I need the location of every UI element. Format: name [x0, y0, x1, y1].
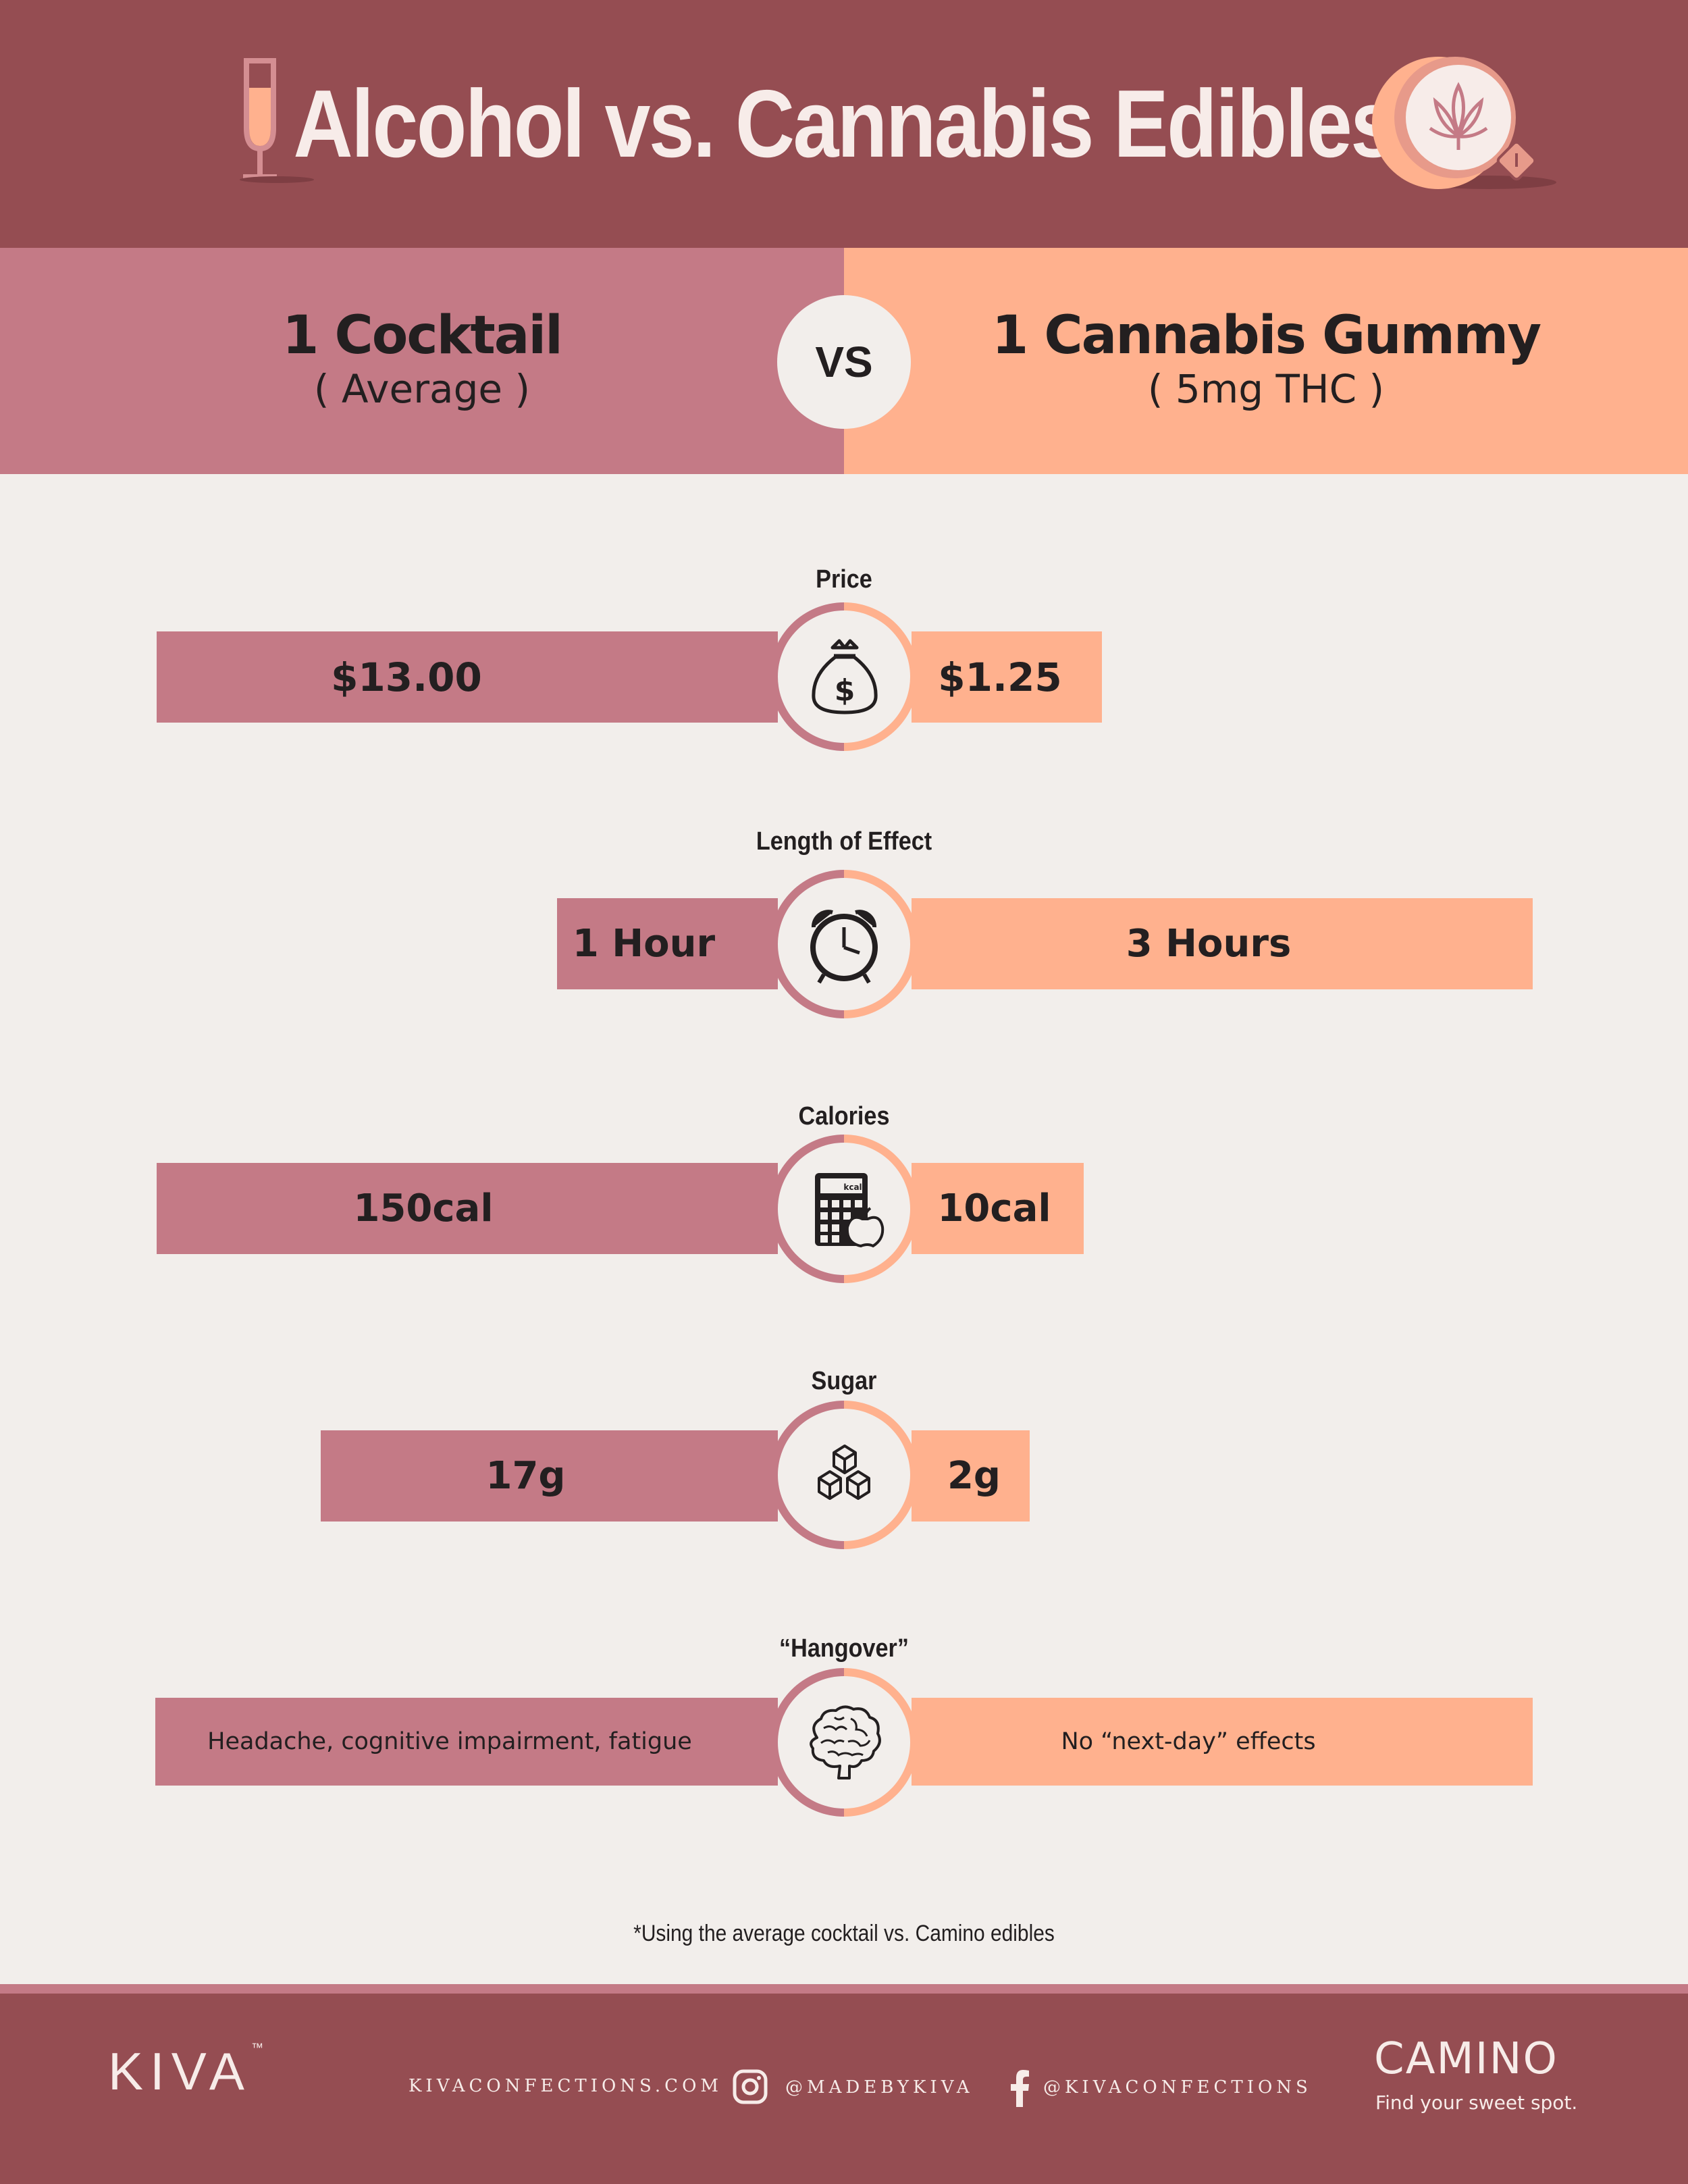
price-label: Price — [816, 565, 872, 594]
calories-label: Calories — [798, 1102, 890, 1130]
money-bag-icon: $ — [812, 639, 878, 714]
cannabis-gummy-icon — [1372, 57, 1556, 189]
calories-cocktail-value: 150cal — [353, 1187, 494, 1230]
price-cocktail-bar: $13.00 — [157, 631, 778, 723]
length-cocktail-bar: 1 Hour — [557, 898, 778, 989]
footer: KIVA™ KIVACONFECTIONS.COM @MADEBYKIVA @K… — [0, 1994, 1688, 2184]
champagne-glass-icon — [240, 58, 314, 183]
page-title: Alcohol vs. Cannabis Edibles — [293, 70, 1396, 178]
brain-icon — [810, 1705, 881, 1779]
length-gummy-value: 3 Hours — [1126, 922, 1292, 966]
kiva-logo-text: KIVA — [108, 2042, 251, 2101]
facebook-icon[interactable] — [1009, 2069, 1030, 2107]
calories-cocktail-bar: 150cal — [157, 1163, 778, 1254]
vs-badge: VS — [777, 295, 911, 429]
length-icon-ring — [770, 870, 918, 1018]
price-gummy-value: $1.25 — [938, 654, 1062, 700]
calories-gummy-value: 10cal — [937, 1187, 1051, 1230]
cocktail-subtitle: ( Average ) — [313, 366, 531, 412]
facebook-handle[interactable]: @KIVACONFECTIONS — [1043, 2077, 1312, 2098]
gummy-subtitle: ( 5mg THC ) — [1147, 366, 1385, 412]
sugar-gummy-value: 2g — [947, 1454, 1001, 1498]
length-cocktail-value: 1 Hour — [572, 922, 716, 966]
alarm-clock-icon — [810, 910, 878, 984]
cocktail-title: 1 Cocktail — [282, 305, 563, 366]
calories-icon-ring: kcal — [770, 1135, 918, 1283]
gummy-panel: 1 Cannabis Gummy ( 5mg THC ) — [844, 248, 1688, 474]
sugar-icon-ring — [770, 1401, 918, 1549]
hangover-gummy-bar: No “next-day” effects — [912, 1698, 1533, 1786]
hangover-cocktail-bar: Headache, cognitive impairment, fatigue — [155, 1698, 778, 1786]
calculator-apple-icon: kcal — [815, 1173, 885, 1248]
camino-tagline: Find your sweet spot. — [1375, 2091, 1578, 2114]
hangover-icon-ring — [770, 1668, 918, 1817]
sugar-cocktail-bar: 17g — [321, 1430, 778, 1522]
hangover-cocktail-value: Headache, cognitive impairment, fatigue — [207, 1728, 692, 1755]
price-gummy-bar: $1.25 — [912, 631, 1102, 723]
price-icon-ring: $ — [770, 602, 918, 751]
website-link[interactable]: KIVACONFECTIONS.COM — [408, 2076, 723, 2096]
length-of-effect-label: Length of Effect — [756, 827, 932, 856]
footer-divider — [0, 1984, 1688, 1994]
kiva-trademark: ™ — [250, 2041, 263, 2054]
calories-gummy-bar: 10cal — [912, 1163, 1084, 1254]
camino-logo[interactable]: CAMINO — [1374, 2034, 1558, 2084]
hangover-gummy-value: No “next-day” effects — [1061, 1728, 1316, 1755]
sugar-cubes-icon — [818, 1445, 870, 1500]
svg-text:$: $ — [835, 673, 855, 708]
footnote: *Using the average cocktail vs. Camino e… — [633, 1921, 1055, 1946]
hangover-label: “Hangover” — [779, 1634, 909, 1663]
instagram-handle[interactable]: @MADEBYKIVA — [785, 2077, 974, 2098]
sugar-label: Sugar — [811, 1367, 877, 1395]
length-gummy-bar: 3 Hours — [912, 898, 1533, 989]
sugar-gummy-bar: 2g — [912, 1430, 1030, 1522]
sugar-cocktail-value: 17g — [485, 1454, 566, 1498]
instagram-icon[interactable] — [733, 2069, 768, 2104]
cocktail-panel: 1 Cocktail ( Average ) — [0, 248, 844, 474]
gummy-title: 1 Cannabis Gummy — [991, 305, 1541, 366]
price-cocktail-value: $13.00 — [331, 654, 482, 700]
kiva-logo[interactable]: KIVA™ — [108, 2041, 263, 2102]
kcal-display: kcal — [843, 1182, 862, 1192]
